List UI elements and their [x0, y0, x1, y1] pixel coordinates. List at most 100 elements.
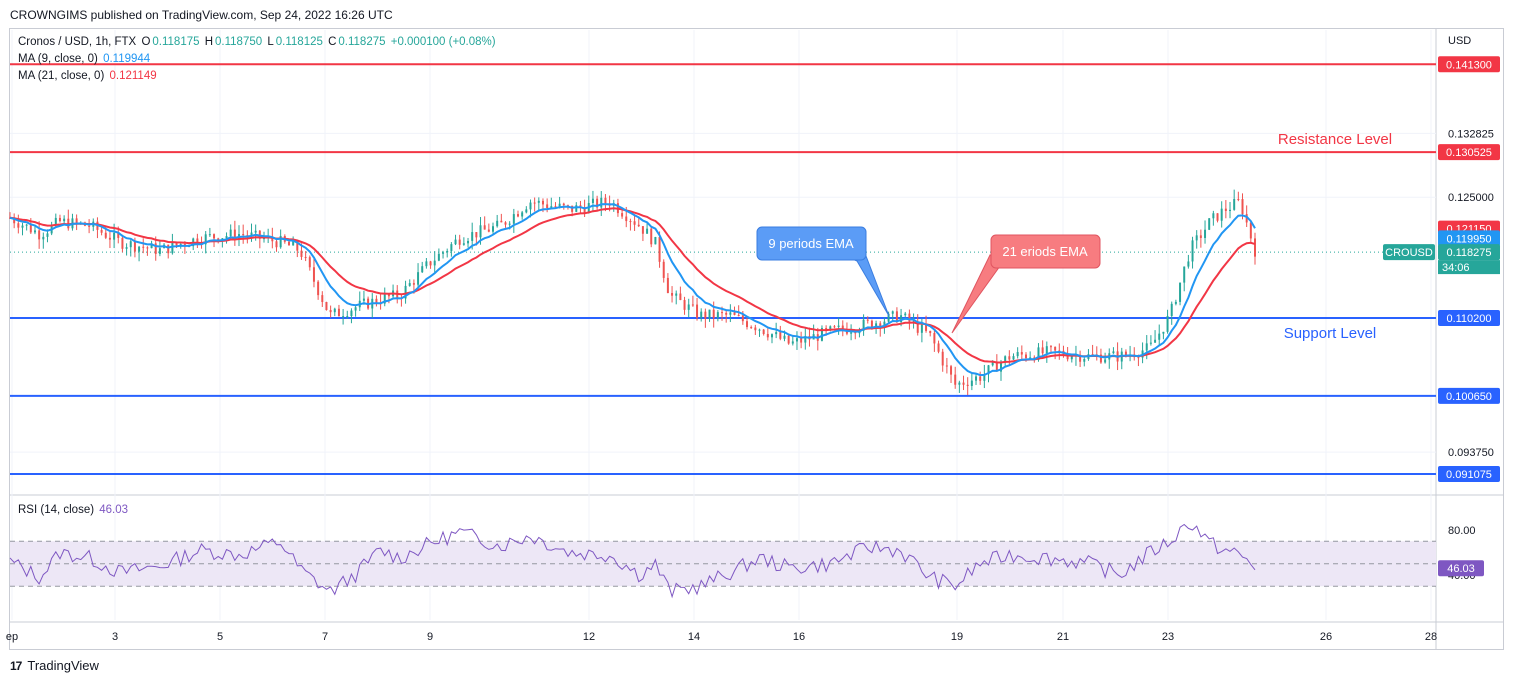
candle-body: [920, 324, 923, 333]
candle-body: [1137, 357, 1140, 359]
candle-body: [1083, 358, 1086, 362]
x-tick-label: 3: [112, 631, 118, 643]
candle-body: [716, 312, 719, 318]
candle-body: [841, 325, 844, 330]
candle-body: [375, 298, 378, 304]
horizontal-levels: [10, 63, 1436, 475]
rsi-line: [9, 523, 1256, 599]
candle-body: [1000, 362, 1003, 372]
candle-body: [1183, 266, 1186, 283]
candle-body: [933, 333, 936, 344]
candle-body: [1233, 199, 1236, 210]
candle-body: [671, 293, 674, 296]
candle-body: [242, 234, 245, 236]
candle-body: [941, 351, 944, 366]
candle-body: [945, 365, 948, 367]
candle-body: [262, 238, 265, 240]
candle-body: [479, 225, 482, 238]
candle-body: [1016, 352, 1019, 357]
candle-body: [696, 304, 699, 318]
rsi-legend: RSI (14, close) 46.03: [18, 504, 130, 516]
candle-body: [350, 310, 353, 317]
tradingview-logo-icon: 17: [10, 658, 22, 673]
high-label: H: [204, 36, 214, 48]
candle-body: [17, 223, 20, 228]
candle-body: [1216, 213, 1219, 221]
price-tags: 0.141300 0.130525 0.110200 0.100650 0.091075…: [1383, 56, 1500, 577]
x-tick-label: ep: [6, 631, 18, 643]
candle-body: [225, 236, 228, 239]
high-value: 0.118750: [215, 36, 263, 48]
candle-body: [800, 338, 803, 343]
candle-body: [879, 323, 882, 328]
candle-body: [516, 214, 519, 217]
candle-body: [458, 239, 461, 245]
candle-body: [113, 232, 116, 240]
x-tick-label: 9: [427, 631, 433, 643]
ma21-value: 0.121149: [109, 70, 157, 82]
candle-body: [687, 304, 690, 310]
candle-body: [1191, 240, 1194, 262]
resistance-level-text: Resistance Level: [1278, 131, 1392, 148]
candle-body: [754, 327, 757, 331]
rsi-tick-label: 80.00: [1448, 525, 1476, 537]
candle-body: [296, 241, 299, 251]
publisher-line: CROWNGIMS published on TradingView.com, …: [10, 8, 393, 22]
candle-body: [213, 234, 216, 239]
candle-body: [342, 316, 345, 318]
candle-body: [583, 207, 586, 213]
ohlc-legend: Cronos / USD, 1h, FTX O 0.118175 H 0.11875…: [18, 36, 498, 48]
candle-body: [1124, 351, 1127, 356]
candle-body: [1187, 261, 1190, 267]
level-tag-text: 0.130525: [1446, 147, 1492, 159]
open-label: O: [141, 36, 151, 48]
candle-body: [1020, 352, 1023, 355]
candle-body: [925, 324, 928, 331]
footer[interactable]: 17 TradingView: [10, 658, 99, 673]
candles: [9, 189, 1256, 396]
currency-label: USD: [1448, 35, 1471, 47]
candle-body: [954, 374, 957, 385]
rsi-pane: [9, 523, 1436, 599]
candle-body: [629, 221, 632, 223]
candle-body: [975, 376, 978, 381]
x-tick-label: 16: [793, 631, 805, 643]
candle-body: [138, 246, 141, 252]
candle-body: [1158, 333, 1161, 340]
candle-body: [1045, 346, 1048, 354]
rsi-label: RSI (14, close): [18, 504, 95, 516]
candle-body: [866, 319, 869, 321]
candle-body: [904, 313, 907, 316]
resistance-price-tag: [1438, 56, 1500, 73]
chart-frame: [9, 28, 1504, 650]
candle-body: [108, 237, 111, 240]
candle-body: [275, 241, 278, 248]
candle-body: [529, 202, 532, 210]
candle-body: [492, 226, 495, 232]
candle-body: [691, 304, 694, 306]
price-tick-label: 0.093750: [1448, 447, 1494, 459]
candle-body: [287, 241, 290, 246]
candle-body: [558, 203, 561, 207]
candle-body: [54, 217, 57, 225]
candle-body: [1224, 208, 1227, 211]
resistance-price-tag: [1438, 144, 1500, 161]
candle-body: [746, 321, 749, 328]
candle-body: [770, 334, 773, 338]
candle-body: [346, 316, 349, 318]
candle-body: [1054, 346, 1057, 351]
candle-body: [387, 294, 390, 297]
symbol-label: Cronos / USD, 1h, FTX: [18, 36, 137, 48]
candle-body: [171, 242, 174, 254]
candle-body: [737, 314, 740, 316]
candle-body: [150, 243, 153, 249]
candle-body: [317, 281, 320, 296]
candle-body: [916, 321, 919, 333]
candle-body: [250, 232, 253, 237]
ma9-line: [9, 203, 1256, 377]
candle-body: [29, 224, 32, 233]
candle-body: [708, 309, 711, 319]
candle-body: [850, 332, 853, 334]
candle-body: [75, 218, 78, 223]
